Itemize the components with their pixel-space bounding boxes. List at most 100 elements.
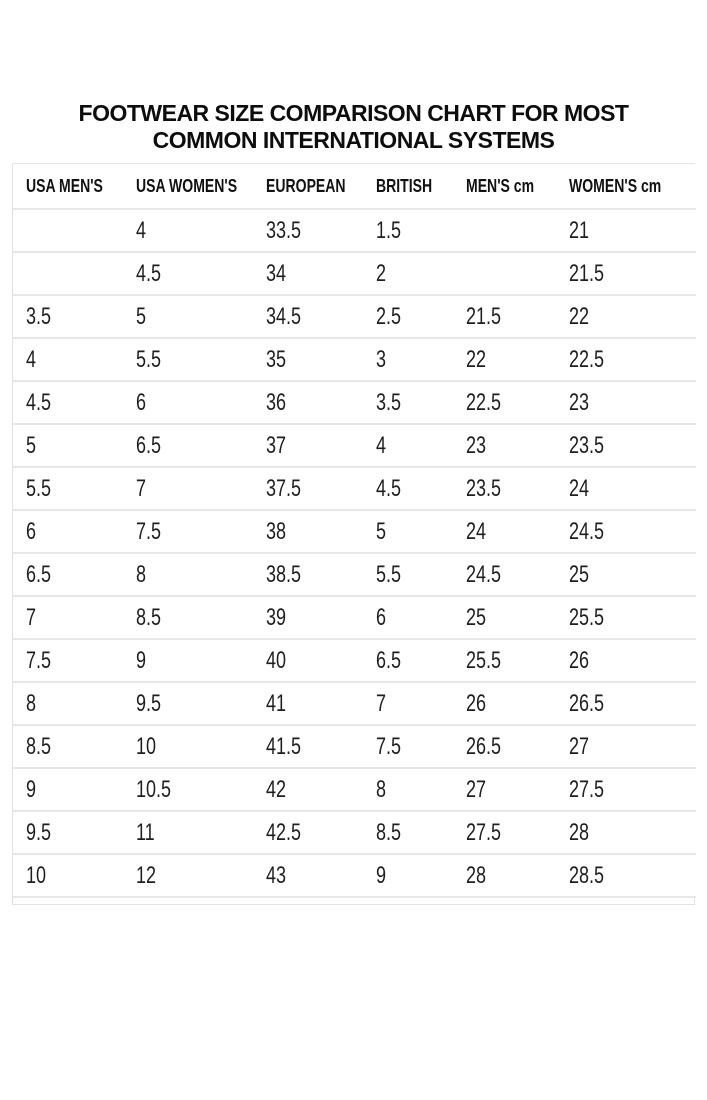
table-cell-value: 22.5 [569,345,605,373]
size-table-wrapper: USA MEN'S USA WOMEN'S EUROPEAN BRITISH MEN'S… [12,163,696,905]
table-cell: 9 [123,639,253,682]
table-cell: 42.5 [253,811,363,854]
table-cell: 7 [363,682,453,725]
table-cell: 2.5 [363,295,453,338]
table-cell: 23.5 [556,424,696,467]
table-cell: 36 [253,381,363,424]
table-cell: 7.5 [123,510,253,553]
table-cell-value: 5.5 [136,345,162,373]
table-cell [13,252,123,295]
table-cell-value: 27.5 [569,775,605,803]
table-cell-value: 10.5 [136,775,172,803]
table-cell: 24.5 [453,553,556,596]
page-title: FOOTWEAR SIZE COMPARISON CHART FOR MOST … [0,100,707,154]
table-row: 4.5 34 2 21.5 [13,252,696,295]
table-row: 6 7.5 38 5 24 24.5 [13,510,696,553]
table-cell-value: 5 [26,431,37,459]
table-cell-value: 27.5 [466,818,502,846]
table-cell: 4 [13,338,123,381]
table-cell-value: 25 [569,560,590,588]
table-cell-value: 24 [466,517,487,545]
table-row: 9 10.5 42 8 27 27.5 [13,768,696,811]
table-cell-value: 40 [266,646,287,674]
table-cell-value: 27 [466,775,487,803]
table-header-row: USA MEN'S USA WOMEN'S EUROPEAN BRITISH MEN'S… [13,164,696,209]
table-cell-value: 41.5 [266,732,302,760]
page-title-line-2: COMMON INTERNATIONAL SYSTEMS [152,127,555,153]
table-cell: 11 [123,811,253,854]
table-cell-value: 21.5 [569,259,605,287]
table-cell-value: 21.5 [466,302,502,330]
table-cell: 25 [556,553,696,596]
table-cell-value: 7 [26,603,37,631]
table-cell: 26 [453,682,556,725]
table-cell: 6 [13,510,123,553]
table-cell-value: 24.5 [466,560,502,588]
column-header: EUROPEAN [253,164,363,209]
table-cell-value: 38.5 [266,560,302,588]
table-body: 4 33.5 1.5 21 4.5 34 2 21.5 3.5 5 34.5 2.5 21.5 22 4 5.… [13,209,696,897]
column-header-label: USA MEN'S [26,175,103,196]
table-cell: 42 [253,768,363,811]
table-cell-value: 2 [376,259,387,287]
table-cell-value: 1.5 [376,216,402,244]
table-row: 9.5 11 42.5 8.5 27.5 28 [13,811,696,854]
table-cell: 34.5 [253,295,363,338]
table-cell-value: 7.5 [136,517,162,545]
table-cell-value: 26 [569,646,590,674]
table-cell: 4.5 [13,381,123,424]
table-row: 10 12 43 9 28 28.5 [13,854,696,897]
table-cell-value: 9 [26,775,37,803]
table-cell: 9 [13,768,123,811]
table-row: 4 33.5 1.5 21 [13,209,696,252]
column-header-label: BRITISH [376,175,433,196]
table-cell-value: 39 [266,603,287,631]
table-cell: 8.5 [123,596,253,639]
table-cell: 43 [253,854,363,897]
table-cell: 6.5 [13,553,123,596]
table-row: 5.5 7 37.5 4.5 23.5 24 [13,467,696,510]
table-cell: 10 [13,854,123,897]
column-header-label: MEN'S cm [466,175,535,196]
table-row: 8 9.5 41 7 26 26.5 [13,682,696,725]
table-cell-value: 4.5 [26,388,52,416]
column-header: WOMEN'S cm [556,164,696,209]
table-cell: 27.5 [453,811,556,854]
table-cell-value: 5 [136,302,147,330]
table-cell [453,209,556,252]
table-cell-value: 38 [266,517,287,545]
table-cell: 26 [556,639,696,682]
table-cell-value: 7.5 [26,646,52,674]
table-cell-value: 42.5 [266,818,302,846]
table-cell-value: 26.5 [466,732,502,760]
table-cell-value: 21 [569,216,590,244]
table-cell-value: 6 [26,517,37,545]
table-cell: 6.5 [123,424,253,467]
table-row: 7 8.5 39 6 25 25.5 [13,596,696,639]
table-cell: 3.5 [363,381,453,424]
table-cell: 7 [123,467,253,510]
table-cell-value: 11 [136,818,155,846]
table-cell-value: 24.5 [569,517,605,545]
table-cell-value: 28 [466,861,487,889]
table-cell: 22 [556,295,696,338]
table-cell-value: 37.5 [266,474,302,502]
table-cell-value: 9.5 [26,818,52,846]
table-cell [453,252,556,295]
table-cell-value: 9 [136,646,147,674]
table-cell-value: 6 [376,603,387,631]
table-cell-value: 22 [466,345,487,373]
table-cell: 4.5 [363,467,453,510]
table-cell-value: 25.5 [466,646,502,674]
table-row: 4.5 6 36 3.5 22.5 23 [13,381,696,424]
table-cell-value: 4.5 [136,259,162,287]
table-cell: 5 [363,510,453,553]
table-cell: 10.5 [123,768,253,811]
table-cell-value: 9 [376,861,387,889]
table-cell-value: 3.5 [376,388,402,416]
table-cell: 5 [123,295,253,338]
table-cell: 4 [363,424,453,467]
table-cell: 34 [253,252,363,295]
table-cell-value: 8 [136,560,147,588]
table-cell-value: 27 [569,732,590,760]
